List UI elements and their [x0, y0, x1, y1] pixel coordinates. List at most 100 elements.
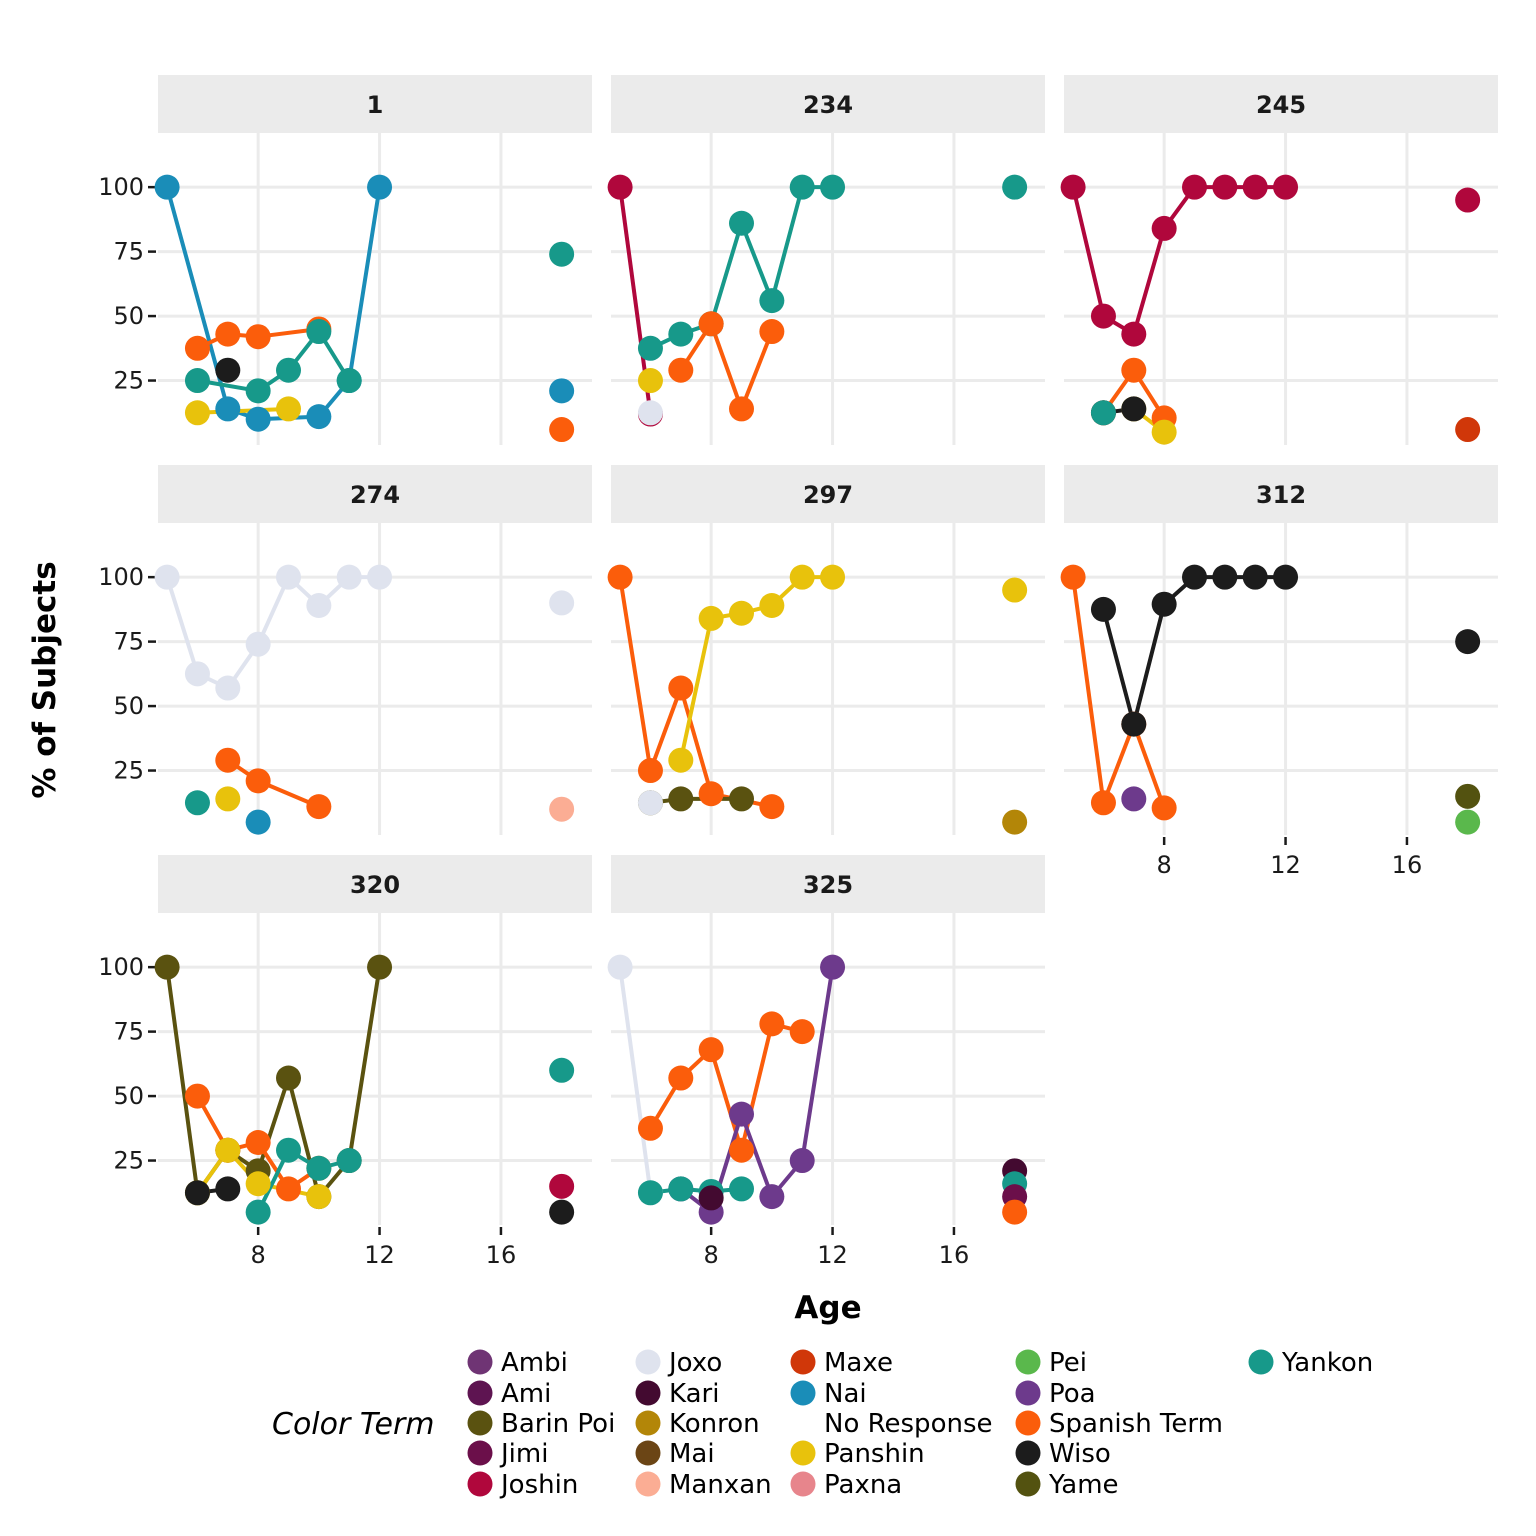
panel-245: 245 [1060, 75, 1498, 445]
x-tick-label: 8 [1157, 851, 1172, 879]
adult-point-nai [549, 378, 575, 404]
legend-swatch [790, 1440, 816, 1466]
data-point-spanish-term [184, 335, 210, 361]
data-point-nai [215, 396, 241, 422]
legend-label: Ambi [501, 1348, 568, 1378]
data-point-spanish-term [1151, 795, 1177, 821]
legend-swatch [635, 1440, 661, 1466]
series-line-spanish-term [679, 321, 774, 411]
data-point-spanish-term [245, 324, 271, 350]
data-point-spanish-term [215, 747, 241, 773]
panel-320: 320 25 50 75 100 8 12 16 [98, 855, 592, 1269]
legend-label: Maxe [824, 1348, 893, 1378]
legend-item-panshin: Panshin [790, 1439, 925, 1469]
adult-point-wiso [549, 1199, 575, 1225]
panel-325: 325 8 12 16 [607, 855, 1045, 1269]
y-tick-label: 50 [113, 692, 144, 720]
series-line-spanish-term [196, 327, 320, 351]
data-point-panshin [1151, 419, 1177, 445]
legend-item-barin-poi: Barin Poi [467, 1409, 615, 1439]
data-point-joshin [1090, 303, 1116, 329]
data-point-spanish-term [759, 1011, 785, 1037]
data-point-panshin [637, 368, 663, 394]
y-tick-label: 50 [113, 302, 144, 330]
data-point-poa [1121, 786, 1147, 812]
legend-item-spanish-term: Spanish Term [1015, 1409, 1223, 1439]
data-point-joxo [215, 675, 241, 701]
x-tick-label: 12 [1270, 851, 1301, 879]
data-point-barin-poi [276, 1065, 302, 1091]
legend-swatch [790, 1410, 816, 1436]
y-tick-label: 25 [113, 1147, 144, 1175]
series-line-spanish-term [226, 758, 320, 809]
data-point-wiso [1121, 396, 1147, 422]
legend-item-no-response: No Response [790, 1409, 993, 1439]
data-point-panshin [215, 786, 241, 812]
data-point-yankon [729, 1176, 755, 1202]
legend-swatch [635, 1410, 661, 1436]
panel-234: 234 [607, 75, 1045, 445]
legend-label: Jimi [499, 1439, 548, 1469]
legend-label: Joshin [499, 1470, 578, 1500]
legend-swatch [1015, 1380, 1041, 1406]
data-point-barin-poi [668, 786, 694, 812]
data-point-wiso [1121, 711, 1147, 737]
data-point-nai [245, 809, 271, 835]
y-axis-title: % of Subjects [27, 561, 63, 798]
data-point-joshin [1182, 174, 1208, 200]
adult-point-yankon [1002, 174, 1028, 200]
panel-strip [611, 75, 1045, 133]
data-point-yankon [668, 321, 694, 347]
legend-title: Color Term [272, 1407, 435, 1442]
adult-point-manxan [549, 796, 575, 822]
data-point-wiso [1242, 564, 1268, 590]
legend-item-yame: Yame [1015, 1470, 1119, 1500]
data-point-wiso [184, 1180, 210, 1206]
data-point-barin-poi [729, 786, 755, 812]
data-point-poa [759, 1184, 785, 1210]
legend-item-mai: Mai [635, 1439, 715, 1469]
legend-swatch [1248, 1349, 1274, 1375]
data-point-panshin [668, 747, 694, 773]
series-line-panshin [197, 406, 289, 415]
data-point-joxo [245, 631, 271, 657]
data-point-barin-poi [154, 954, 180, 980]
legend-item-pei: Pei [1015, 1348, 1087, 1378]
panel-strip [1064, 75, 1498, 133]
x-axis-title: Age [794, 1290, 861, 1326]
legend-item-manxan: Manxan [635, 1470, 772, 1500]
data-point-spanish-term [1121, 357, 1147, 383]
adult-point-spanish-term [549, 417, 575, 443]
y-tick-label: 25 [113, 757, 144, 785]
data-point-spanish-term [637, 758, 663, 784]
adult-point-joxo [549, 590, 575, 616]
data-point-panshin [276, 396, 302, 422]
panel-strip [611, 855, 1045, 913]
legend-label: Konron [669, 1409, 760, 1439]
adult-point-yankon [549, 1057, 575, 1083]
data-point-spanish-term [668, 1065, 694, 1091]
panel-strip [611, 465, 1045, 523]
data-point-yankon [637, 335, 663, 361]
panel-strip-label: 245 [1256, 91, 1306, 119]
legend-label: Yame [1048, 1470, 1119, 1500]
adult-point-spanish-term [1002, 1199, 1028, 1225]
data-point-spanish-term [759, 794, 785, 820]
legend-swatch [635, 1349, 661, 1375]
series-line-barin-poi [650, 796, 742, 805]
x-tick-label: 8 [704, 1241, 719, 1269]
data-point-yankon [184, 368, 210, 394]
legend-item-nai: Nai [790, 1379, 867, 1409]
data-point-joxo [607, 954, 633, 980]
data-point-joxo [276, 564, 302, 590]
legend-swatch [467, 1471, 493, 1497]
data-point-joxo [367, 564, 393, 590]
panel-1: 1 25 50 75 100 [98, 75, 592, 445]
data-point-joshin [1121, 321, 1147, 347]
data-point-spanish-term [789, 1019, 815, 1045]
legend-swatch [1015, 1440, 1041, 1466]
data-point-yankon [789, 174, 815, 200]
legend-swatch [467, 1440, 493, 1466]
